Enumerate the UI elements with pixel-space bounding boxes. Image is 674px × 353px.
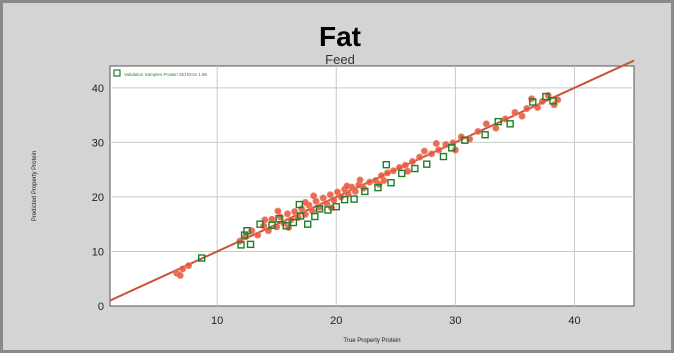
plot-area — [109, 65, 635, 307]
data-point-validation — [461, 136, 469, 144]
data-point-validation — [529, 98, 537, 106]
data-point-calibration — [326, 191, 334, 199]
y-tick-label: 10 — [92, 246, 104, 258]
y-tick-label: 0 — [98, 301, 104, 313]
data-point-calibration — [330, 196, 338, 204]
data-point-validation — [494, 117, 502, 126]
data-point-calibration — [523, 105, 531, 113]
data-point-calibration — [301, 198, 309, 206]
data-point-calibration — [268, 215, 276, 223]
data-point-calibration — [435, 146, 443, 154]
data-point-calibration — [474, 127, 482, 135]
gridlines — [110, 66, 634, 306]
data-point-calibration — [482, 120, 490, 128]
data-point-calibration — [254, 231, 262, 239]
x-tick-label: 10 — [211, 315, 223, 327]
y-tick-label: 30 — [92, 137, 104, 149]
data-point-calibration — [366, 178, 374, 186]
data-point-calibration — [310, 192, 318, 200]
data-point-calibration — [428, 150, 436, 158]
data-point-calibration — [442, 141, 450, 149]
data-point-validation — [411, 164, 419, 173]
data-point-validation — [282, 222, 290, 230]
data-point-validation — [361, 187, 369, 196]
data-point-calibration — [283, 210, 291, 218]
data-point-calibration — [518, 112, 526, 120]
data-point-calibration — [185, 262, 193, 270]
data-point-validation — [295, 200, 304, 209]
data-point-calibration — [534, 103, 542, 111]
data-point-calibration — [274, 207, 282, 215]
data-point-calibration — [176, 271, 184, 279]
data-point-calibration — [389, 167, 397, 175]
y-tick-labels: 0 10 20 30 40 — [92, 83, 104, 313]
data-point-calibration — [404, 167, 412, 175]
data-point-validation — [311, 212, 319, 221]
data-point-calibration — [416, 153, 424, 161]
data-point-calibration — [316, 203, 324, 211]
legend-marker — [113, 69, 121, 77]
legend-label: Validation Samples Protein Std Error 1.9… — [124, 72, 207, 77]
data-point-calibration — [356, 176, 364, 184]
data-point-validation — [481, 131, 489, 139]
x-tick-labels: 10 20 30 40 — [211, 315, 581, 327]
data-point-validation — [506, 120, 514, 128]
data-point-validation — [296, 212, 305, 220]
legend: Validation Samples Protein Std Error 1.9… — [113, 69, 207, 77]
data-point-validation — [448, 144, 456, 152]
y-axis-label: Predicted Property Protein — [32, 151, 38, 221]
x-axis-label: True Property Protein — [343, 338, 400, 344]
data-point-calibration — [343, 182, 351, 190]
x-tick-label: 20 — [330, 315, 342, 327]
data-point-validation — [246, 240, 255, 249]
x-tick-label: 30 — [449, 315, 461, 327]
data-point-validation — [256, 220, 264, 228]
data-point-calibration — [179, 265, 187, 273]
data-point-validation — [324, 206, 332, 214]
data-point-validation — [237, 241, 245, 249]
chart-subtitle: Feed — [325, 52, 355, 67]
data-points — [173, 91, 562, 279]
data-point-calibration — [401, 161, 409, 169]
data-point-validation — [350, 195, 358, 203]
data-point-calibration — [319, 194, 327, 202]
data-point-validation — [340, 195, 349, 204]
data-point-calibration — [351, 187, 359, 195]
data-point-validation — [197, 254, 206, 262]
data-point-calibration — [333, 188, 341, 196]
data-point-calibration — [383, 169, 391, 177]
data-point-validation — [240, 231, 249, 239]
data-point-calibration — [420, 147, 428, 155]
data-point-calibration — [380, 177, 388, 185]
data-point-calibration — [291, 208, 299, 216]
y-tick-label: 40 — [92, 83, 104, 95]
data-point-validation — [439, 152, 448, 161]
data-point-validation — [423, 160, 431, 168]
data-point-calibration — [492, 124, 500, 132]
data-point-validation — [374, 183, 382, 192]
data-point-validation — [268, 221, 276, 229]
data-point-validation — [387, 179, 395, 187]
data-point-calibration — [511, 108, 519, 116]
data-point-calibration — [408, 157, 416, 165]
x-tick-label: 40 — [568, 315, 580, 327]
data-point-validation — [275, 215, 283, 223]
data-point-validation — [542, 92, 550, 101]
data-point-calibration — [432, 139, 440, 147]
data-point-validation — [303, 220, 312, 228]
data-point-validation — [549, 97, 557, 105]
data-point-validation — [332, 203, 340, 211]
chart-title: Fat — [319, 21, 361, 52]
data-point-calibration — [395, 163, 403, 171]
data-point-validation — [315, 205, 324, 213]
data-point-validation — [398, 169, 406, 178]
data-point-validation — [382, 161, 390, 169]
data-point-validation — [289, 218, 298, 227]
y-tick-label: 20 — [92, 192, 104, 204]
